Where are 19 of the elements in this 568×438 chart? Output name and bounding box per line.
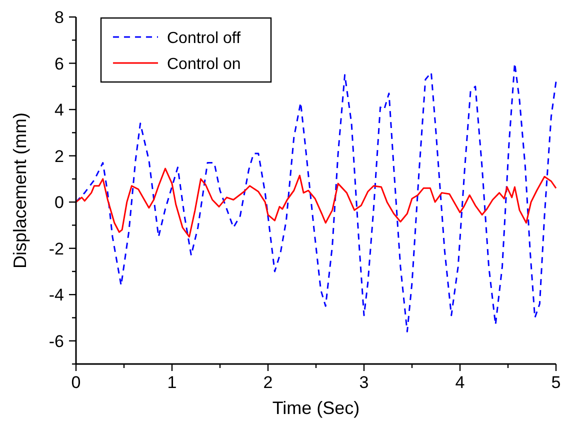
x-axis-title: Time (Sec) [272, 398, 360, 418]
y-tick-label: 8 [54, 8, 64, 27]
y-tick-label: -6 [48, 332, 64, 351]
y-tick-label: 4 [54, 100, 64, 120]
line-series [75, 168, 557, 238]
x-tick-label: 1 [167, 373, 177, 392]
y-tick-label: -2 [48, 239, 64, 258]
y-tick-label: 6 [54, 54, 64, 74]
y-tick-label: 2 [54, 146, 64, 166]
y-tick-label: -4 [48, 286, 64, 305]
legend-label: Control off [167, 30, 242, 47]
x-tick-label: 4 [455, 373, 465, 392]
y-tick-label: 0 [54, 193, 64, 212]
y-axis-title: Displacement (mm) [10, 112, 30, 269]
x-tick-label: 0 [71, 373, 81, 392]
x-tick-label: 5 [551, 373, 561, 392]
x-tick-label: 2 [263, 373, 273, 392]
x-tick-label: 3 [359, 373, 369, 392]
legend-label: Control on [167, 56, 241, 73]
